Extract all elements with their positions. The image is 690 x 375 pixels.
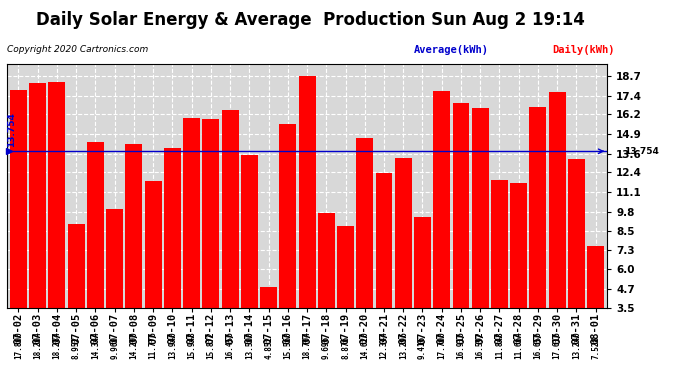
- Bar: [299, 76, 315, 361]
- Text: 11.848: 11.848: [495, 332, 504, 359]
- Text: 13.500: 13.500: [245, 332, 254, 359]
- Text: 9.416: 9.416: [418, 336, 427, 359]
- Bar: [183, 118, 200, 361]
- Bar: [260, 287, 277, 361]
- Bar: [279, 124, 296, 361]
- Text: 15.560: 15.560: [284, 332, 293, 359]
- Bar: [221, 110, 239, 361]
- Bar: [433, 91, 450, 361]
- Bar: [48, 82, 66, 361]
- Text: 16.456: 16.456: [226, 332, 235, 359]
- Bar: [587, 246, 604, 361]
- Bar: [318, 213, 335, 361]
- Text: 11.776: 11.776: [148, 332, 157, 359]
- Bar: [395, 158, 412, 361]
- Text: 14.620: 14.620: [360, 332, 369, 359]
- Bar: [87, 142, 104, 361]
- Text: Average(kWh): Average(kWh): [414, 45, 489, 55]
- Bar: [202, 119, 219, 361]
- Bar: [549, 93, 566, 361]
- Text: 16.592: 16.592: [475, 332, 484, 359]
- Bar: [472, 108, 489, 361]
- Text: 17.800: 17.800: [14, 332, 23, 359]
- Bar: [356, 138, 373, 361]
- Text: 15.872: 15.872: [206, 332, 215, 359]
- Text: 8.952: 8.952: [72, 336, 81, 359]
- Text: 16.656: 16.656: [533, 332, 542, 359]
- Bar: [241, 155, 258, 361]
- Text: 14.200: 14.200: [130, 332, 139, 359]
- Text: 14.344: 14.344: [91, 332, 100, 359]
- Text: 13.240: 13.240: [572, 332, 581, 359]
- Text: 16.916: 16.916: [457, 332, 466, 359]
- Bar: [529, 107, 546, 361]
- Text: 9.696: 9.696: [322, 336, 331, 359]
- Text: Copyright 2020 Cartronics.com: Copyright 2020 Cartronics.com: [7, 45, 148, 54]
- Text: 13.754: 13.754: [7, 112, 16, 147]
- Text: 15.948: 15.948: [187, 332, 196, 359]
- Text: 13.940: 13.940: [168, 332, 177, 359]
- Bar: [510, 183, 527, 361]
- Bar: [29, 84, 46, 361]
- Text: 8.876: 8.876: [341, 336, 350, 359]
- Bar: [337, 226, 354, 361]
- Text: 17.616: 17.616: [553, 332, 562, 359]
- Bar: [145, 182, 161, 361]
- Text: 7.528: 7.528: [591, 336, 600, 359]
- Text: 17.700: 17.700: [437, 332, 446, 359]
- Text: 12.344: 12.344: [380, 332, 388, 359]
- Text: Daily(kWh): Daily(kWh): [552, 45, 615, 55]
- Bar: [68, 225, 85, 361]
- Text: 11.664: 11.664: [514, 332, 523, 359]
- Text: 18.704: 18.704: [302, 332, 312, 359]
- Bar: [414, 217, 431, 361]
- Text: 13.296: 13.296: [399, 332, 408, 359]
- Text: 4.852: 4.852: [264, 336, 273, 359]
- Text: 13.754: 13.754: [624, 147, 660, 156]
- Bar: [568, 159, 585, 361]
- Bar: [491, 180, 508, 361]
- Text: 18.284: 18.284: [52, 332, 61, 359]
- Bar: [375, 173, 393, 361]
- Bar: [453, 103, 469, 361]
- Bar: [126, 144, 142, 361]
- Text: Daily Solar Energy & Average  Production Sun Aug 2 19:14: Daily Solar Energy & Average Production …: [36, 11, 585, 29]
- Bar: [10, 90, 27, 361]
- Bar: [106, 209, 123, 361]
- Text: 18.204: 18.204: [33, 332, 42, 359]
- Text: 9.960: 9.960: [110, 336, 119, 359]
- Bar: [164, 148, 181, 361]
